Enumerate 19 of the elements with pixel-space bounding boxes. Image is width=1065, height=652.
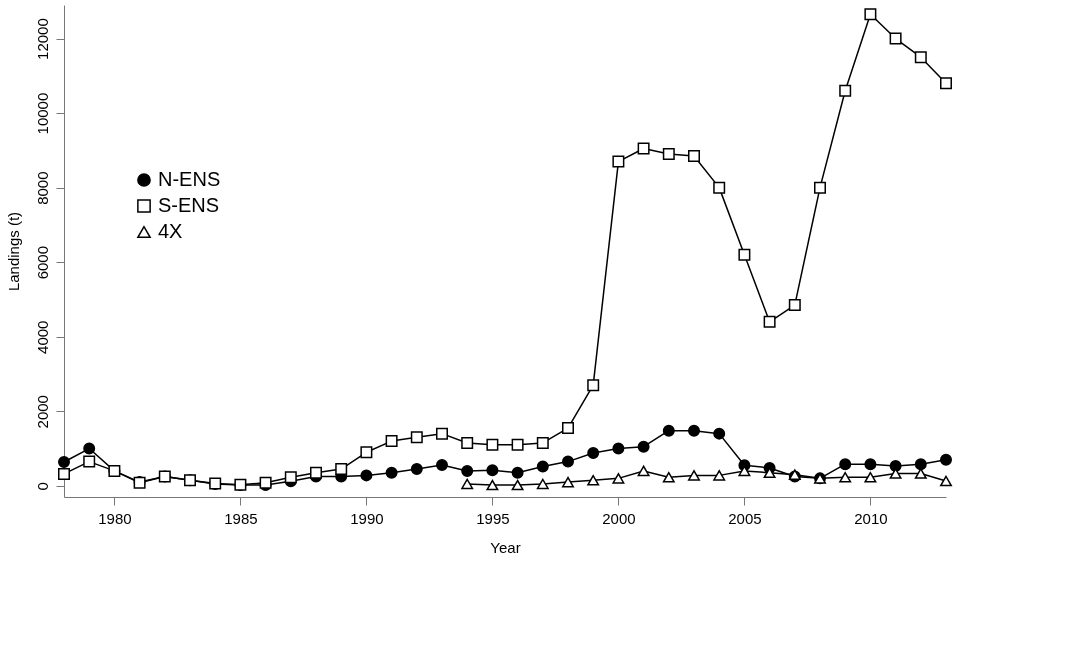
y-tick-label: 10000 <box>33 92 51 135</box>
y-tick-label: 8000 <box>33 171 51 205</box>
y-tick-label: 6000 <box>33 245 51 280</box>
x-axis-title: Year <box>490 538 521 556</box>
y-tick-label: 2000 <box>33 395 51 429</box>
legend-label: S-ENS <box>158 194 220 216</box>
x-tick-label: 1985 <box>224 509 258 527</box>
y-tick-label: 12000 <box>33 18 51 60</box>
y-tick-label: 4000 <box>33 320 51 354</box>
x-tick-label: 1990 <box>350 509 384 527</box>
legend-label: 4X <box>158 220 183 242</box>
x-tick-label: 2005 <box>728 509 762 527</box>
legend-label: N-ENS <box>158 168 221 190</box>
x-tick-label: 1980 <box>98 509 132 527</box>
y-tick-label: 0 <box>33 482 51 491</box>
x-tick-label: 2010 <box>854 509 888 527</box>
y-axis-title: Landings (t) <box>4 211 22 292</box>
x-tick-label: 2000 <box>602 509 636 527</box>
x-tick-label: 1995 <box>476 509 510 527</box>
